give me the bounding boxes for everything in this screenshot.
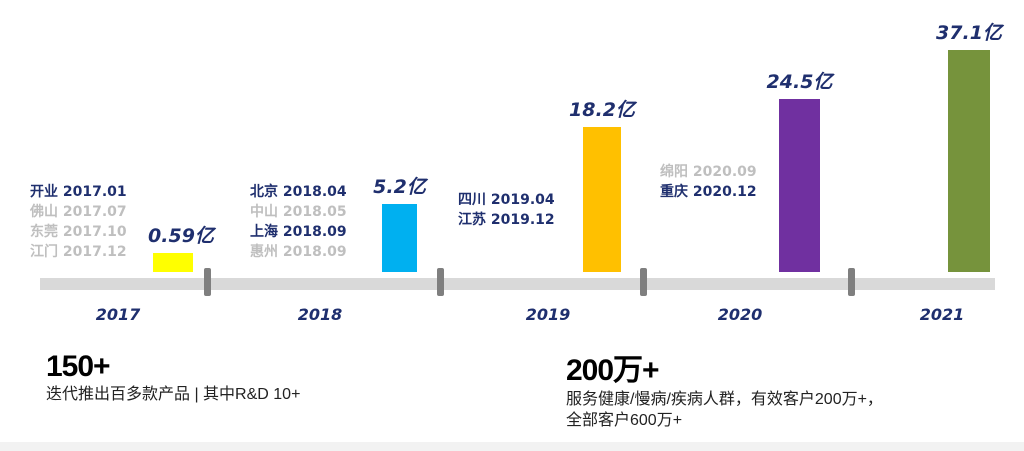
stat-number: 200万+	[566, 354, 660, 387]
year-label: 2017	[95, 305, 141, 324]
event-item: 惠州 2018.09	[250, 244, 347, 260]
event-item: 重庆 2020.12	[660, 184, 757, 200]
stat-description: 全部客户600万+	[566, 412, 683, 429]
value-label: 5.2亿	[373, 176, 426, 198]
value-label: 24.5亿	[766, 71, 833, 93]
bar-2017	[153, 253, 193, 272]
stat-description: 服务健康/慢病/疾病人群，有效客户200万+，	[566, 391, 883, 408]
year-label: 2018	[297, 305, 343, 324]
events-2018: 北京 2018.04 中山 2018.05 上海 2018.09 惠州 2018.09	[250, 182, 347, 262]
timeline-separator	[204, 268, 211, 296]
event-item: 江门 2017.12	[30, 244, 127, 260]
events-2020: 绵阳 2020.09 重庆 2020.12	[660, 162, 757, 202]
stat-products: 150+ 迭代推出百多款产品 | 其中R&D 10+	[46, 350, 300, 405]
bar-2018	[382, 204, 417, 272]
stat-description: 迭代推出百多款产品 | 其中R&D 10+	[46, 386, 301, 403]
event-item: 四川 2019.04	[458, 192, 555, 208]
timeline-axis	[40, 278, 995, 290]
event-item: 绵阳 2020.09	[660, 164, 757, 180]
event-item: 北京 2018.04	[250, 184, 347, 200]
bar-2019	[583, 127, 621, 272]
timeline-separator	[640, 268, 647, 296]
year-label: 2020	[717, 305, 763, 324]
event-item: 东莞 2017.10	[30, 224, 127, 240]
event-item: 上海 2018.09	[250, 224, 347, 240]
event-item: 佛山 2017.07	[30, 204, 127, 220]
stat-number: 150+	[46, 350, 111, 383]
value-label: 0.59亿	[148, 225, 214, 247]
events-2019: 四川 2019.04 江苏 2019.12	[458, 190, 555, 230]
event-item: 开业 2017.01	[30, 184, 127, 200]
events-2017: 开业 2017.01 佛山 2017.07 东莞 2017.10 江门 2017.12	[30, 182, 127, 262]
bar-2020	[779, 99, 820, 272]
stat-customers: 200万+ 服务健康/慢病/疾病人群，有效客户200万+， 全部客户600万+	[566, 345, 883, 431]
timeline-separator	[848, 268, 855, 296]
year-label: 2019	[525, 305, 571, 324]
value-label: 18.2亿	[569, 99, 635, 121]
footer-strip	[0, 442, 1024, 451]
event-item: 中山 2018.05	[250, 204, 347, 220]
value-label: 37.1亿	[936, 22, 1002, 44]
bar-2021	[948, 50, 990, 272]
year-label: 2021	[919, 305, 965, 324]
event-item: 江苏 2019.12	[458, 212, 555, 228]
timeline-separator	[437, 268, 444, 296]
